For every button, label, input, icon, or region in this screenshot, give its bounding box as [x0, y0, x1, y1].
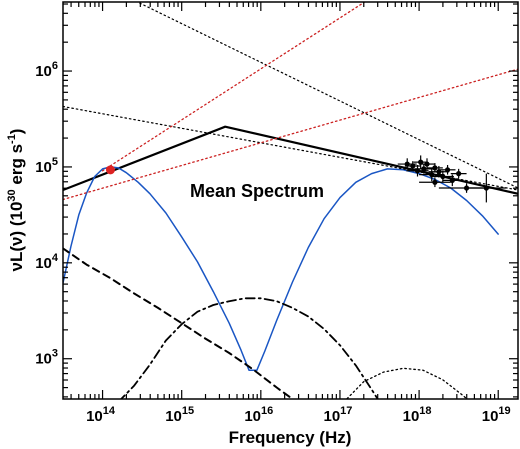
data-point-15 [466, 173, 507, 203]
x-tick-labels: 1014 1015 1016 1017 1018 1019 [86, 405, 511, 425]
x-axis-title: Frequency (Hz) [229, 428, 352, 447]
x-tick-label: 1016 [244, 405, 273, 425]
x-tick-label: 1015 [165, 405, 194, 425]
data-point-13 [419, 177, 451, 188]
marker-optical-point [105, 165, 115, 175]
series-dotted-line-shallow [63, 105, 518, 191]
y-tick-labels: 103 104 105 106 [35, 60, 59, 368]
data-point-11 [442, 174, 462, 187]
series-dashed-component [63, 247, 295, 399]
data-point-8 [428, 165, 450, 178]
x-tick-label: 1014 [86, 405, 116, 425]
annotation-label: Mean Spectrum [190, 181, 324, 201]
y-tick-label: 105 [35, 156, 58, 176]
data-point-3 [413, 155, 428, 169]
data-point-10 [439, 165, 456, 175]
y-tick-label: 104 [35, 252, 59, 272]
data-point-4 [414, 164, 434, 174]
y-tick-label: 103 [35, 348, 58, 368]
y-tick-label: 106 [35, 60, 58, 80]
axis-ticks [63, 2, 518, 399]
x-tick-label: 1018 [403, 405, 432, 425]
series-dash-dot-component [119, 297, 379, 399]
series-broken-power-law [63, 125, 518, 195]
x-tick-label: 1019 [482, 405, 511, 425]
series-red-dotted-steep [101, 2, 366, 172]
data-point-12 [450, 168, 467, 179]
data-point-6 [419, 167, 445, 182]
plot-area [63, 2, 518, 399]
x-tick-label: 1017 [323, 405, 352, 425]
plot-frame [62, 1, 519, 400]
series-dotted-bump [345, 367, 469, 399]
series-dotted-line-steep [136, 2, 518, 189]
data-point-7 [427, 163, 443, 173]
y-axis-title: νL(ν) (1030 erg s-1) [6, 129, 26, 272]
